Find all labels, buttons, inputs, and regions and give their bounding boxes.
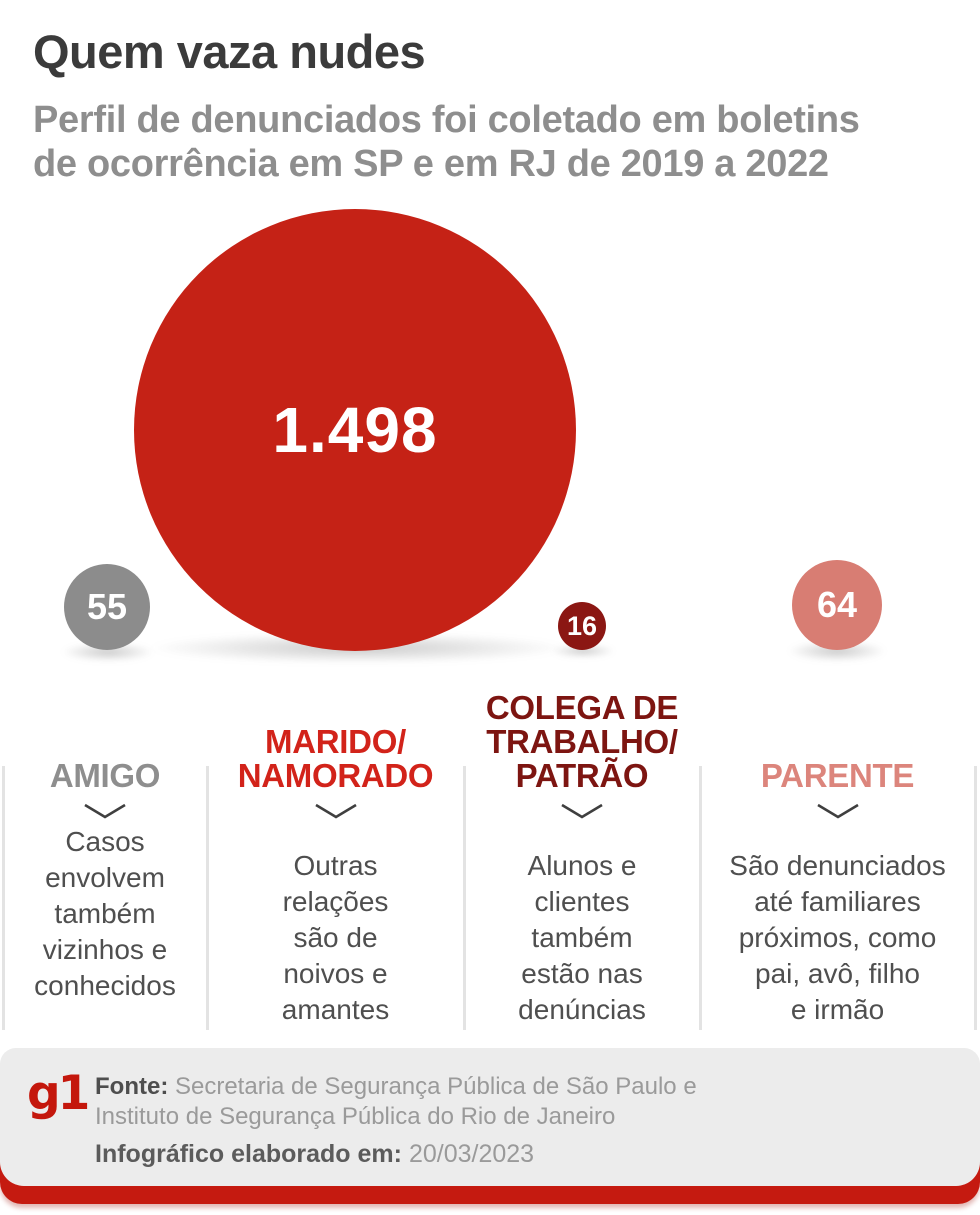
bubble-value: 1.498 bbox=[272, 394, 438, 466]
bubble-shadow bbox=[786, 640, 888, 662]
category-column-marido-namorado: MARIDO/ NAMORADO Outras relações são de … bbox=[209, 683, 462, 1035]
chevron-down-icon bbox=[816, 803, 859, 819]
chevron-down-icon bbox=[84, 803, 126, 819]
category-column-colega-trabalho: COLEGA DE TRABALHO/ PATRÃO Alunos e clie… bbox=[466, 683, 698, 1035]
source-text: Secretaria de Segurança Pública de São P… bbox=[95, 1073, 697, 1130]
bubble-value: 55 bbox=[86, 586, 128, 627]
column-divider bbox=[463, 766, 466, 1030]
elaborated-line: Infográfico elaborado em: 20/03/2023 bbox=[95, 1140, 534, 1169]
bubble-marido-namorado: 1.498 bbox=[134, 209, 576, 651]
category-header: AMIGO bbox=[49, 757, 161, 794]
column-divider bbox=[206, 766, 209, 1030]
page-subtitle: Perfil de denunciados foi coletado em bo… bbox=[33, 99, 860, 185]
column-divider bbox=[699, 766, 702, 1030]
category-note: Casos envolvem também vizinhos e conheci… bbox=[34, 826, 176, 1001]
category-column-amigo: AMIGO Casos envolvem também vizinhos e c… bbox=[5, 683, 205, 1035]
column-divider bbox=[974, 766, 977, 1030]
g1-logo: g1 bbox=[27, 1066, 90, 1121]
category-header: MARIDO/ NAMORADO bbox=[237, 723, 434, 794]
source-line: Fonte: Secretaria de Segurança Pública d… bbox=[95, 1072, 697, 1132]
category-note: São denunciados até familiares próximos,… bbox=[729, 850, 946, 1025]
category-note: Alunos e clientes também estão nas denún… bbox=[518, 850, 646, 1025]
bubble-parente: 64 bbox=[792, 560, 882, 650]
bubble-amigo: 55 bbox=[64, 564, 150, 650]
bubble-shadow bbox=[60, 642, 156, 662]
category-header: PARENTE bbox=[760, 757, 915, 794]
bubble-shadow bbox=[550, 644, 616, 658]
bubble-value: 64 bbox=[816, 584, 858, 625]
page-title: Quem vaza nudes bbox=[33, 25, 426, 78]
category-header: COLEGA DE TRABALHO/ PATRÃO bbox=[485, 689, 679, 794]
bubble-value: 16 bbox=[566, 610, 598, 641]
source-label: Fonte: bbox=[95, 1073, 169, 1100]
footer bbox=[0, 1048, 980, 1186]
chevron-down-icon bbox=[561, 803, 603, 819]
category-note: Outras relações são de noivos e amantes bbox=[281, 850, 390, 1025]
bubble-colega-trabalho: 16 bbox=[558, 602, 606, 650]
elaborated-label: Infográfico elaborado em: bbox=[95, 1140, 402, 1168]
column-divider bbox=[2, 766, 5, 1030]
elaborated-date: 20/03/2023 bbox=[408, 1140, 535, 1168]
category-column-parente: PARENTE São denunciados até familiares p… bbox=[702, 683, 973, 1035]
chevron-down-icon bbox=[314, 803, 357, 819]
